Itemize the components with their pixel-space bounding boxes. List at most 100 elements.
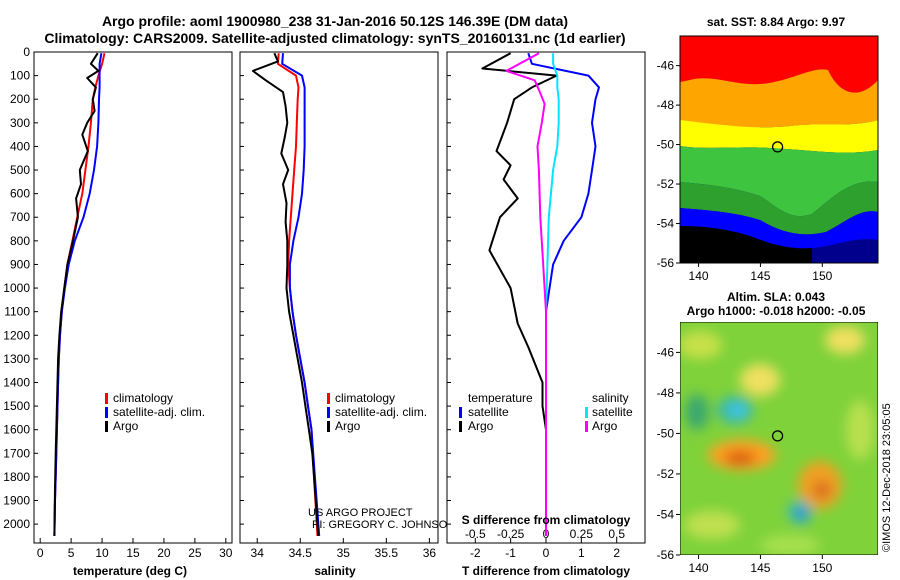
s-tick-label: -0.5 [465,527,486,541]
sst-yellow-band [680,120,878,153]
legend-swatch-satellite [327,407,330,418]
sla-map-image [680,322,878,555]
t-difference-axis-label: T difference from climatology [462,564,630,578]
legend-swatch-climatology [327,393,330,404]
map-lat-label: -50 [657,138,675,152]
sla-feature [729,403,747,417]
x-tick-label: 36 [423,546,437,560]
sst-map-axes: 140 145 150 -46 -48 -50 -52 -54 -56 [657,59,833,283]
salinity-axis-label: salinity [314,564,356,578]
sst-map-title: sat. SST: 8.84 Argo: 9.97 [707,15,846,29]
sst-black-band [680,226,812,263]
sst-blue-band [680,208,878,249]
x-tick-label: 0 [543,546,550,560]
legend-swatch-s-satellite [585,407,588,418]
difference-series [481,52,600,536]
legend-swatch-satellite [105,407,108,418]
depth-tick-label: 300 [10,116,30,130]
x-tick-label: 35.5 [375,546,399,560]
sla-anomaly-field [680,326,874,555]
temperature-series [53,52,106,536]
sla-feature [846,400,874,460]
legend-label-climatology: climatology [335,391,395,405]
figure-title-line1: Argo profile: aoml 1900980_238 31-Jan-20… [102,13,568,29]
difference-legend: temperature satellite Argo salinity sate… [459,391,633,433]
map-lat-label: -56 [657,548,675,562]
sst-teal-band [680,181,878,235]
sst-map-image [679,35,879,264]
x-tick-label: 30 [219,546,233,560]
figure-title-line2: Climatology: CARS2009. Satellite-adjuste… [44,30,625,46]
s-tick-label: -0.25 [497,527,525,541]
legend-heading-salinity: salinity [592,391,629,405]
map-lat-label: -52 [657,467,675,481]
depth-tick-label: 1100 [4,305,30,319]
sla-map-axes: 140 145 150 -46 -48 -50 -52 -54 -56 [657,345,833,575]
map-lat-label: -48 [657,386,675,400]
temperature-plot-frame [33,51,233,544]
series-line-argo [53,52,100,536]
legend-swatch-climatology [105,393,108,404]
sla-feature [684,511,740,539]
map-lat-label: -50 [657,426,675,440]
legend-swatch-s-argo [585,421,588,432]
map-lat-label: -54 [657,507,675,521]
x-tick-label: 2 [613,546,620,560]
map-lon-label: 150 [812,269,832,283]
depth-tick-label: 700 [10,210,30,224]
sst-red-band [680,36,878,93]
map-lat-label: -54 [657,217,675,231]
map-lat-label: -56 [657,256,675,270]
sla-feature [740,364,780,396]
temperature-legend: climatology satellite-adj. clim. Argo [105,391,205,433]
sla-feature [825,326,865,354]
depth-tick-label: 200 [10,92,30,106]
depth-tick-label: 1000 [3,281,30,295]
x-tick-label: 5 [68,546,75,560]
argo-position-marker [771,141,784,153]
sla-feature [796,508,808,520]
legend-label-argo: Argo [335,419,361,433]
depth-axis: 0 100 200 300 400 500 600 700 800 900 1000 1100 1200… [3,45,38,531]
series-line-satellite-adj-clim- [281,53,321,536]
x-tick-label: 35 [337,546,351,560]
t-difference-x-axis: -2 -1 0 1 2 [447,51,620,560]
x-tick-label: 1 [578,546,585,560]
sla-feature [760,535,820,555]
legend-swatch-t-satellite [459,407,462,418]
depth-tick-label: 800 [10,234,30,248]
map-lat-label: -52 [657,177,675,191]
temperature-x-axis: 0 5 10 15 20 25 30 [37,538,233,560]
temperature-axis-label: temperature (deg C) [73,564,187,578]
depth-tick-label: 1700 [3,446,30,460]
x-tick-label: 20 [157,546,171,560]
x-tick-label: -1 [505,546,516,560]
map-lon-label: 140 [689,561,709,575]
x-tick-label: 15 [126,546,140,560]
legend-label-argo: Argo [113,419,139,433]
x-tick-label: 34.5 [289,546,313,560]
sst-map-panel: sat. SST: 8.84 Argo: 9.97 140 145 150 -46 -4… [657,15,879,283]
sst-map-frame [679,35,879,264]
depth-tick-label: 1200 [3,328,30,342]
sla-map-title: Altim. SLA: 0.043 [727,290,825,304]
map-lon-label: 145 [750,561,770,575]
salinity-panel: 34 34.5 35 35.5 36 climatology satellite-adj… [239,51,455,578]
depth-tick-label: 900 [10,257,30,271]
salinity-series [251,52,321,536]
x-tick-label: 0 [37,546,44,560]
legend-swatch-argo [105,421,108,432]
legend-label-t-argo: Argo [468,419,494,433]
depth-tick-label: 100 [10,69,30,83]
depth-tick-label: 600 [10,187,30,201]
x-tick-label: 34 [251,546,265,560]
pi-credit: PI: GREGORY C. JOHNSON [312,519,455,531]
argo-position-marker [771,430,784,442]
sla-map-panel: Altim. SLA: 0.043 Argo h1000: -0.018 h20… [657,290,878,575]
legend-label-satellite: satellite-adj. clim. [113,405,205,419]
sst-green-band [680,146,878,217]
depth-tick-label: 1300 [3,352,30,366]
sla-feature [724,451,756,465]
sla-feature [680,331,722,359]
